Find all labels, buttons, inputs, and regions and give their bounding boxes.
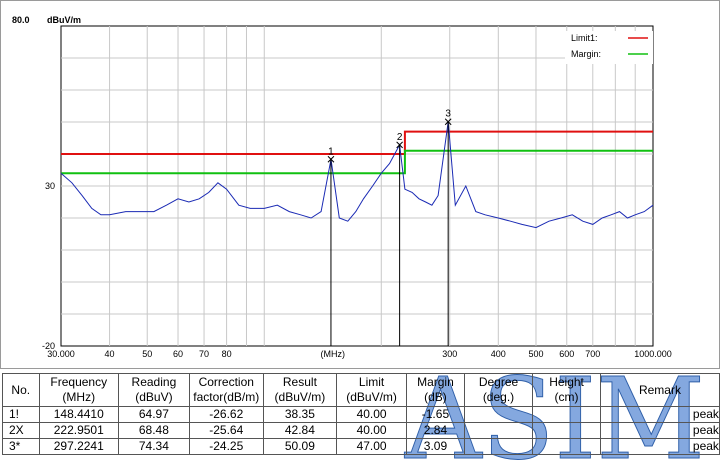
legend-label-limit: Limit1:	[571, 33, 598, 43]
column-header: Margin (dB)	[406, 373, 465, 407]
table-cell: 38.35	[262, 406, 338, 423]
marker-label: 1	[328, 146, 334, 157]
marker-cross	[327, 155, 335, 163]
column-header-line1: Remark	[638, 382, 681, 397]
marker-group: 1 2 3	[327, 109, 452, 346]
table-cell: 64.97	[117, 406, 190, 423]
column-header-line1: No.	[11, 382, 31, 397]
table-cell: 50.09	[262, 438, 338, 455]
column-header-line2: (cm)	[554, 390, 579, 404]
table-row: 1! 148.4410 64.97 -26.62 38.35 40.00 -1.65 peak	[2, 406, 721, 423]
table-cell	[532, 438, 601, 455]
column-header-line2: (dBuV/m)	[346, 390, 397, 404]
limit-line	[61, 130, 653, 155]
table-row: 3* 297.2241 74.34 -24.25 50.09 47.00 3.09 peak	[2, 438, 721, 455]
x-tick-label: 80	[222, 349, 232, 359]
table-cell: -26.62	[188, 406, 264, 423]
table-cell: 3*	[2, 438, 40, 455]
table-cell	[532, 406, 601, 423]
table-cell	[532, 422, 601, 439]
x-tick-label: 40	[105, 349, 115, 359]
x-tick-label: 600	[559, 349, 574, 359]
legend-label-margin: Margin:	[571, 49, 601, 59]
y-tick-label: 30	[45, 181, 55, 191]
column-header-line1: Height	[549, 375, 584, 389]
column-header-line1: Correction	[198, 375, 254, 389]
column-header-line2: (dB)	[424, 390, 447, 404]
x-tick-label: 50	[142, 349, 152, 359]
legend: Limit1: Margin:	[565, 31, 653, 64]
x-tick-label: (MHz)	[320, 349, 345, 359]
table-cell	[463, 406, 534, 423]
table-cell: 2.84	[406, 422, 465, 439]
y-tick-label: -20	[42, 341, 55, 351]
x-tick-label: 1000.000	[634, 349, 672, 359]
x-tick-label: 300	[442, 349, 457, 359]
axis-labels: 30.000 40 50 60 70 80 (MHz) 300 400 500 600 700 1000…	[42, 181, 672, 359]
table-cell: -24.25	[188, 438, 264, 455]
column-header: Degree (deg.)	[463, 373, 534, 407]
x-tick-label: 60	[173, 349, 183, 359]
table-cell: 2X	[2, 422, 40, 439]
table-cell	[463, 438, 534, 455]
table-cell: peak	[599, 406, 721, 423]
table-cell: 222.9501	[38, 422, 119, 439]
table-cell: peak	[599, 422, 721, 439]
column-header-line1: Result	[282, 375, 317, 389]
table-cell: 148.4410	[38, 406, 119, 423]
column-header: Correction factor(dB/m)	[188, 373, 264, 407]
table-cell: -1.65	[406, 406, 465, 423]
x-tick-label: 500	[528, 349, 543, 359]
spectrum-trace	[60, 121, 654, 229]
column-header-line1: Margin	[417, 375, 454, 389]
table-cell: 68.48	[117, 422, 190, 439]
results-table: No. Frequency (MHz) Reading (dBuV) Correction…	[2, 373, 721, 455]
series-group	[60, 121, 654, 229]
column-header-line2: (dBuV/m)	[274, 390, 326, 404]
column-header: Reading (dBuV)	[117, 373, 190, 407]
column-header: Limit (dBuV/m)	[336, 373, 408, 407]
table-cell: 40.00	[336, 422, 408, 439]
table-cell: 74.34	[117, 438, 190, 455]
table-cell: 40.00	[336, 406, 408, 423]
marker-label: 3	[445, 109, 451, 120]
legend-box	[565, 31, 653, 64]
column-header-line2: (MHz)	[62, 390, 96, 404]
column-header: Height (cm)	[532, 373, 601, 407]
table-cell: peak	[599, 438, 721, 455]
x-tick-label: 70	[199, 349, 209, 359]
table-cell: 47.00	[336, 438, 408, 455]
column-header-line1: Degree	[478, 375, 519, 389]
y-axis-top-label: 80.0	[12, 15, 30, 25]
table-row: 2X 222.9501 68.48 -25.64 42.84 40.00 2.84 peak	[2, 422, 721, 439]
column-header: Remark	[599, 373, 721, 407]
table-cell: 1!	[2, 406, 40, 423]
column-header: Result (dBuV/m)	[262, 373, 338, 407]
column-header: No.	[2, 373, 40, 407]
table-header-row: No. Frequency (MHz) Reading (dBuV) Correction…	[2, 373, 721, 407]
table-cell	[463, 422, 534, 439]
column-header-line2: (deg.)	[482, 390, 515, 404]
y-axis-unit: dBuV/m	[47, 15, 81, 25]
marker-cross	[444, 118, 452, 126]
x-tick-label: 30.000	[47, 349, 75, 359]
table-body: 1! 148.4410 64.97 -26.62 38.35 40.00 -1.65 peak…	[2, 406, 721, 455]
marker-cross	[396, 141, 403, 149]
x-tick-label: 400	[491, 349, 506, 359]
column-header-line1: Limit	[358, 375, 385, 389]
table-cell: 3.09	[406, 438, 465, 455]
column-header-line2: (dBuV)	[135, 390, 173, 404]
x-tick-label: 700	[585, 349, 600, 359]
column-header-line2: factor(dB/m)	[193, 390, 260, 404]
emission-chart: 1 2 3 30.000 40 50 60 70 80 (MHz) 300 400 500 600 700…	[12, 15, 672, 359]
table-cell: -25.64	[188, 422, 264, 439]
margin-line	[61, 149, 653, 175]
column-header-line1: Frequency	[50, 375, 108, 389]
marker-label: 2	[397, 132, 403, 143]
table-cell: 297.2241	[38, 438, 119, 455]
column-header-line1: Reading	[131, 375, 177, 389]
table-cell: 42.84	[262, 422, 338, 439]
column-header: Frequency (MHz)	[38, 373, 119, 407]
chart-panel: 1 2 3 30.000 40 50 60 70 80 (MHz) 300 400 500 600 700…	[0, 0, 720, 369]
